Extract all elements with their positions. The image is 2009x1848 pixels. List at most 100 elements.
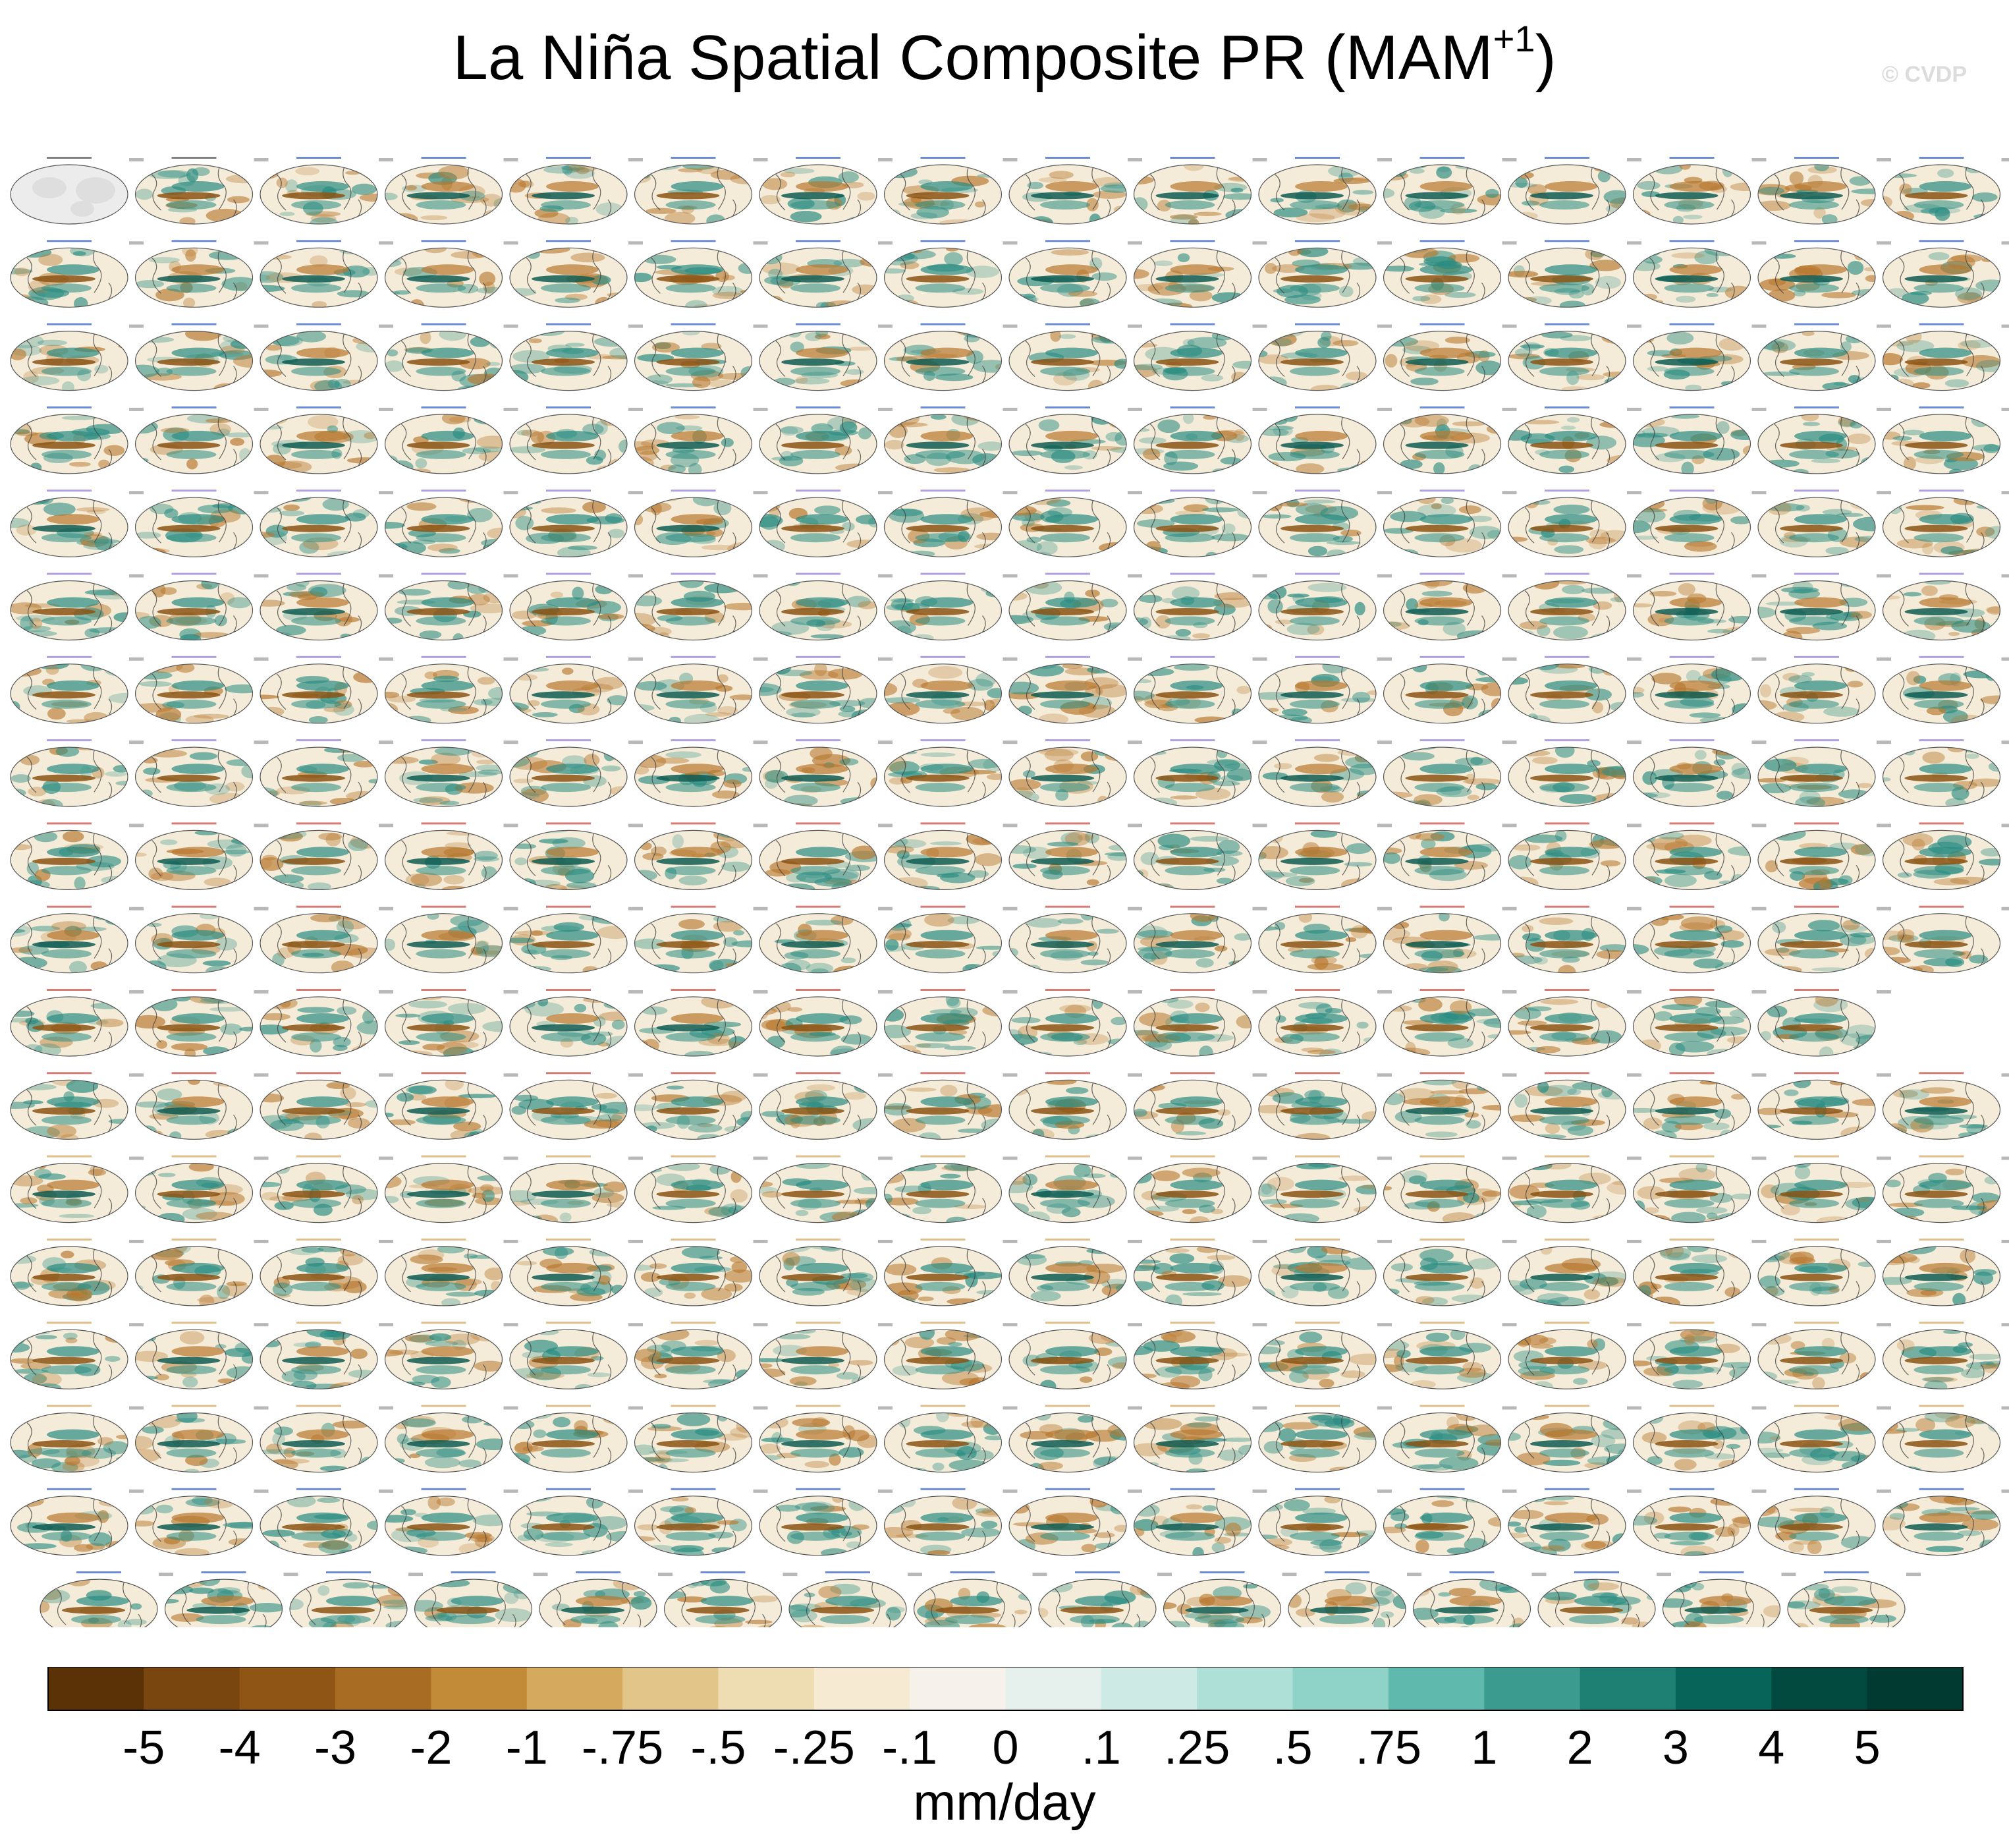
panel-caption: [1545, 1072, 1589, 1074]
map-panel: [1383, 323, 1516, 394]
panel-caption: [47, 1322, 92, 1324]
panel-caption: [422, 1156, 466, 1158]
map-panel: [126, 1322, 269, 1389]
panel-caption: [1295, 1156, 1340, 1158]
panel-side-note: [1253, 574, 1267, 578]
panel-caption: [1170, 739, 1215, 741]
panel-caption: [172, 989, 217, 991]
panel-caption: [1794, 490, 1839, 491]
map-panel: [1366, 1322, 1517, 1389]
panel-side-note: [1627, 1490, 1641, 1493]
panel-side-note: [1003, 241, 1018, 244]
map-panel: [1004, 656, 1142, 725]
panel-caption: [422, 240, 466, 242]
title-close: ): [1535, 22, 1556, 93]
panel-side-note: [2002, 824, 2009, 827]
panel-caption: [1794, 1239, 1839, 1241]
map-panel: [1614, 1239, 1766, 1310]
panel-caption: [796, 1072, 840, 1074]
panel-side-note: [129, 1073, 144, 1077]
panel-caption: [1794, 989, 1839, 991]
panel-caption: [47, 1156, 92, 1158]
panel-caption: [671, 490, 716, 491]
panel-side-note: [1128, 491, 1142, 494]
panel-caption: [172, 739, 217, 741]
panel-side-note: [1502, 741, 1517, 744]
panel-side-note: [1502, 1490, 1517, 1493]
cvdp-watermark: © CVDP: [1882, 62, 1967, 88]
panel-caption: [1545, 490, 1589, 491]
panel-caption: [671, 989, 716, 991]
panel-side-note: [628, 1490, 643, 1493]
map-panel: [634, 1322, 767, 1389]
panel-side-note: [379, 1490, 393, 1493]
panel-caption: [1670, 906, 1715, 908]
panel-caption: [796, 157, 840, 159]
colorbar-tick-label: -5: [123, 1722, 165, 1774]
map-panel: [128, 1072, 269, 1141]
panel-caption: [671, 157, 716, 159]
panel-caption: [1919, 157, 1964, 159]
panel-side-note: [1877, 907, 1891, 910]
panel-side-note: [1128, 1323, 1142, 1326]
panel-side-note: [878, 824, 893, 827]
panel-side-note: [878, 574, 893, 578]
panel-side-note: [1877, 990, 1891, 994]
panel-side-note: [129, 1490, 144, 1493]
panel-side-note: [1877, 1407, 1891, 1410]
map-panel: [254, 406, 393, 478]
panel-caption: [1794, 1405, 1839, 1407]
panel-caption: [1919, 1405, 1964, 1407]
panel-caption: [422, 1405, 466, 1407]
panel-side-note: [1752, 1240, 1767, 1243]
panel-side-note: [129, 1157, 144, 1160]
panel-caption: [921, 656, 966, 658]
panel-caption: [546, 1405, 591, 1407]
panel-side-note: [1877, 491, 1891, 494]
colorbar-swatch: [622, 1667, 719, 1710]
map-panel: [1878, 240, 2009, 308]
panel-side-note: [754, 990, 768, 994]
panel-caption: [546, 656, 591, 658]
colorbar-swatch: [240, 1667, 336, 1710]
panel-side-note: [129, 241, 144, 244]
panel-caption: [1295, 906, 1340, 908]
panel-caption: [1545, 1156, 1589, 1158]
map-panel: [510, 1488, 643, 1558]
map-panel: [250, 323, 393, 393]
panel-caption: [47, 989, 92, 991]
panel-caption: [1045, 1322, 1090, 1324]
panel-caption: [796, 1405, 840, 1407]
map-panel: [1502, 656, 1641, 728]
panel-side-note: [754, 1323, 768, 1326]
map-panel: [880, 573, 1020, 642]
map-panel: [9, 573, 144, 640]
map-panel: [1506, 240, 1641, 312]
panel-caption: [47, 739, 92, 741]
panel-side-note: [1502, 1323, 1517, 1326]
map-panel: [385, 1239, 518, 1307]
panel-caption: [296, 573, 341, 575]
panel-caption: [422, 656, 466, 658]
panel-caption: [1045, 490, 1090, 491]
map-panel: [885, 406, 1018, 474]
panel-side-note: [1752, 158, 1767, 161]
panel-caption: [1420, 323, 1465, 325]
map-panel: [1006, 906, 1142, 979]
panel-caption: [796, 989, 840, 991]
panel-caption: [796, 739, 840, 741]
panel-side-note: [254, 658, 269, 661]
colorbar-swatch: [1484, 1667, 1580, 1710]
map-panel: [649, 1571, 797, 1627]
panel-side-note: [1377, 658, 1392, 661]
map-panel: [1742, 573, 1891, 644]
panel-caption: [1170, 1322, 1215, 1324]
panel-caption: [671, 1156, 716, 1158]
map-panel: [626, 1488, 768, 1562]
map-panel: [1508, 1322, 1641, 1393]
map-panel: [1383, 240, 1517, 307]
panel-side-note: [1003, 1073, 1018, 1077]
panel-caption: [422, 490, 466, 491]
map-panel: [1653, 1571, 1796, 1627]
map-panel: [3, 1405, 144, 1473]
